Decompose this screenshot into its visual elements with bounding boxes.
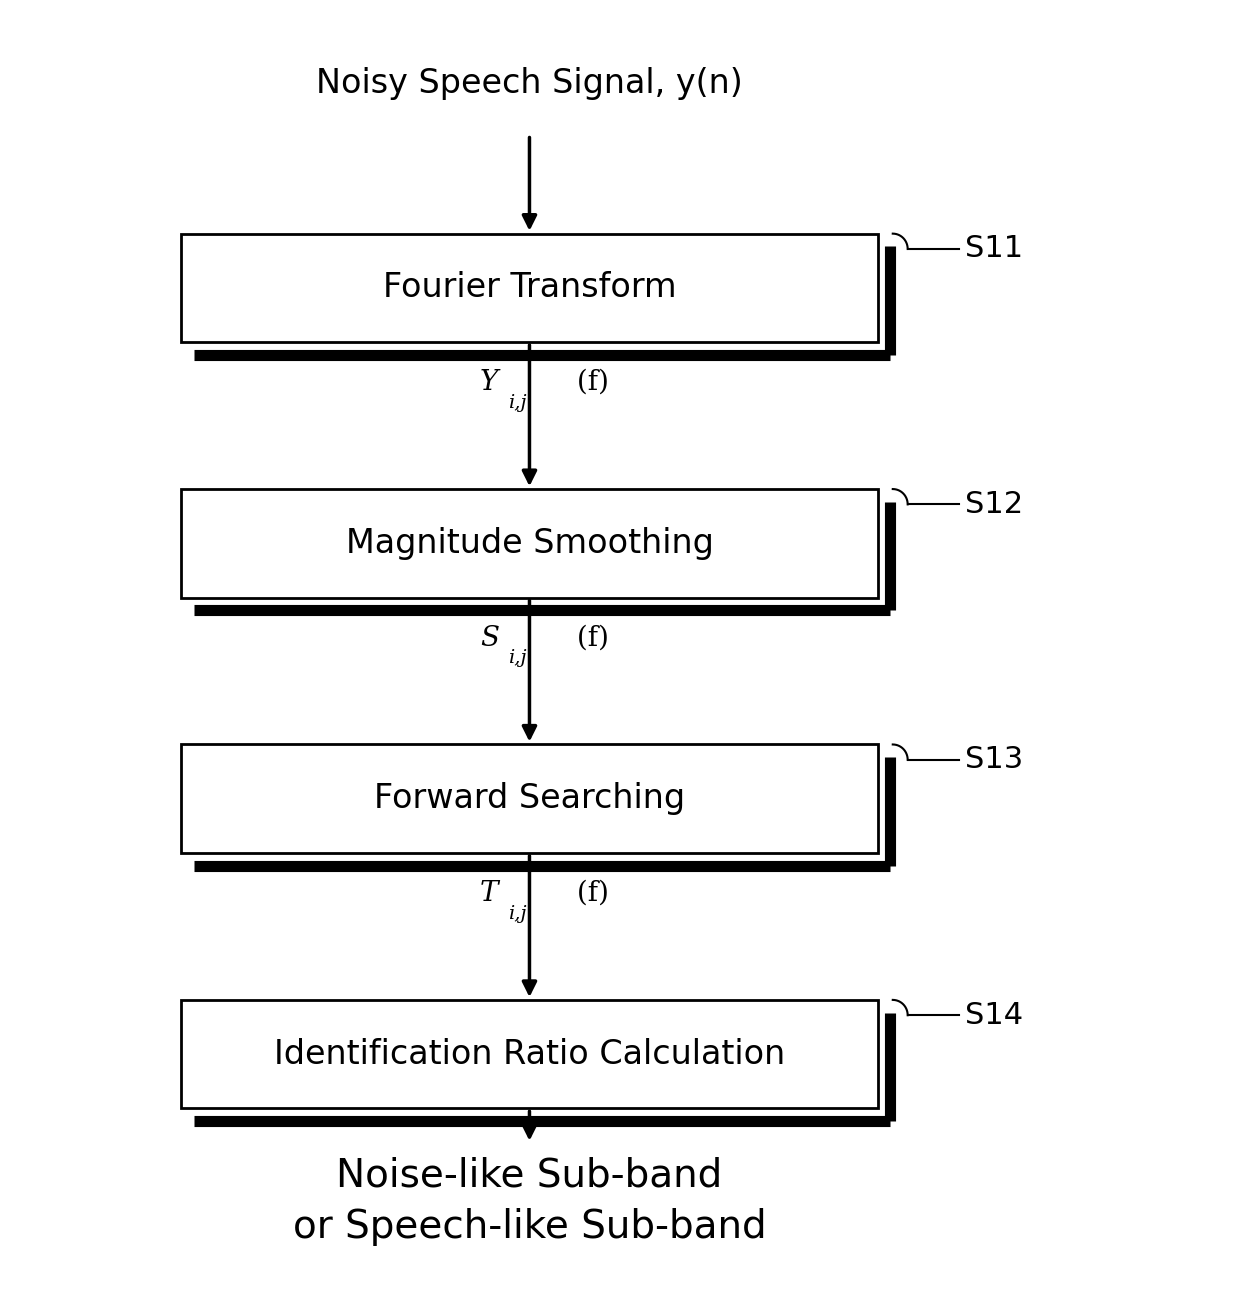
Text: Magnitude Smoothing: Magnitude Smoothing xyxy=(346,527,713,560)
Text: S13: S13 xyxy=(965,745,1023,775)
Text: S14: S14 xyxy=(965,1001,1023,1030)
Text: Identification Ratio Calculation: Identification Ratio Calculation xyxy=(274,1038,785,1070)
Bar xyxy=(181,489,878,598)
Text: (f): (f) xyxy=(569,625,609,652)
Text: i,j: i,j xyxy=(508,905,527,923)
Text: S12: S12 xyxy=(965,489,1023,519)
Text: or Speech-like Sub-band: or Speech-like Sub-band xyxy=(293,1207,766,1246)
Text: (f): (f) xyxy=(569,369,609,396)
Text: i,j: i,j xyxy=(508,649,527,667)
Text: Forward Searching: Forward Searching xyxy=(374,782,686,815)
Text: i,j: i,j xyxy=(508,394,527,412)
Text: Fourier Transform: Fourier Transform xyxy=(382,271,677,305)
Text: Noisy Speech Signal, y(n): Noisy Speech Signal, y(n) xyxy=(316,67,742,101)
Bar xyxy=(181,234,878,342)
Text: S11: S11 xyxy=(965,235,1023,263)
Text: Y: Y xyxy=(479,369,498,396)
Text: (f): (f) xyxy=(569,880,609,906)
Bar xyxy=(181,745,878,853)
Text: S: S xyxy=(479,625,498,652)
Bar xyxy=(181,1001,878,1109)
Text: Noise-like Sub-band: Noise-like Sub-band xyxy=(336,1157,722,1194)
Text: T: T xyxy=(479,880,498,906)
